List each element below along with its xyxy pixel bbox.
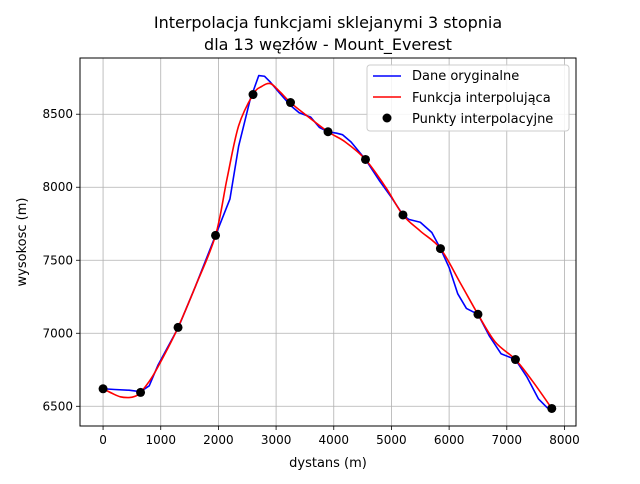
x-tick-label: 6000 — [434, 433, 465, 447]
interpolation-node-point — [398, 210, 408, 220]
legend-marker-nodes — [382, 113, 392, 123]
legend-label-interpolation: Funkcja interpolująca — [412, 91, 551, 106]
x-tick-label: 7000 — [492, 433, 523, 447]
axis-ticks: 0 1000 2000 3000 4000 5000 6000 7000 8000 6500 700… — [42, 107, 579, 447]
legend-label-original: Dane oryginalne — [412, 69, 519, 84]
y-tick-label: 6500 — [42, 399, 73, 413]
series-layer — [98, 74, 557, 413]
interpolation-node-point — [547, 403, 557, 413]
interpolation-node-point — [211, 230, 221, 240]
legend-label-nodes: Punkty interpolacyjne — [412, 112, 553, 127]
chart-title-line-1: Interpolacja funkcjami sklejanymi 3 stop… — [154, 13, 502, 32]
interpolation-node-point — [136, 387, 146, 397]
x-tick-label: 5000 — [376, 433, 407, 447]
interpolation-node-point — [323, 127, 333, 137]
interpolation-node-point — [360, 154, 370, 164]
y-tick-label: 7000 — [42, 326, 73, 340]
x-axis-label: dystans (m) — [289, 456, 367, 471]
y-tick-label: 7500 — [42, 253, 73, 267]
x-tick-label: 3000 — [261, 433, 292, 447]
interpolation-node-point — [248, 90, 258, 100]
interpolation-node-point — [435, 244, 445, 254]
interpolation-node-point — [98, 384, 108, 394]
y-axis-label: wysokosc (m) — [15, 198, 30, 287]
legend: Dane oryginalne Funkcja interpolująca Pu… — [366, 64, 570, 132]
x-tick-label: 1000 — [145, 433, 176, 447]
x-tick-label: 0 — [99, 433, 107, 447]
x-tick-label: 8000 — [549, 433, 580, 447]
interpolation-node-point — [173, 322, 183, 332]
interpolation-node-point — [286, 98, 296, 108]
chart-title-line-2: dla 13 węzłów - Mount_Everest — [204, 35, 452, 55]
y-tick-label: 8500 — [42, 107, 73, 121]
y-tick-label: 8000 — [42, 180, 73, 194]
legend-box — [366, 64, 570, 132]
plot-frame — [79, 57, 577, 427]
x-tick-label: 2000 — [203, 433, 234, 447]
interpolation-node-point — [510, 355, 520, 365]
x-tick-label: 4000 — [318, 433, 349, 447]
interpolation-node-point — [473, 309, 483, 319]
